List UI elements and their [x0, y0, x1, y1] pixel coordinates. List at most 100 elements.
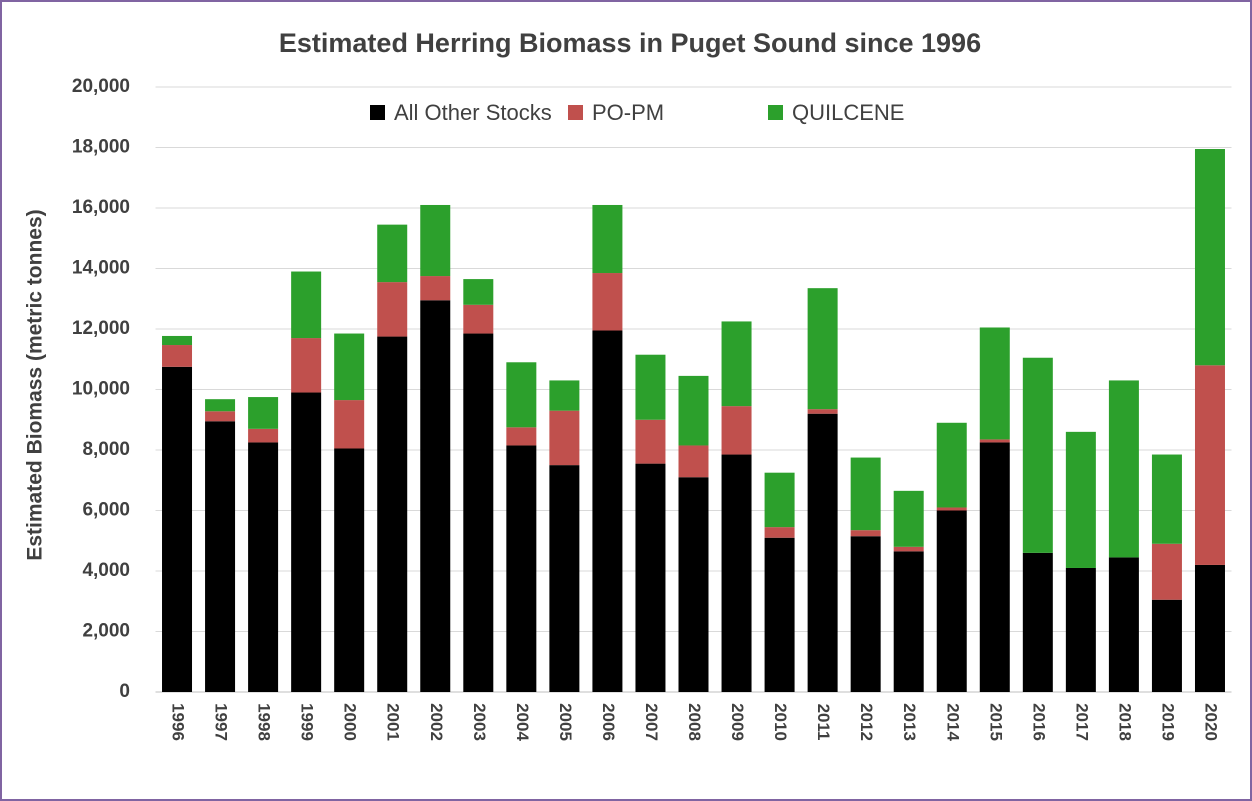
- y-tick-label: 20,000: [72, 76, 130, 97]
- bar-segment: [979, 439, 1010, 443]
- x-tick-label: 2017: [1072, 703, 1091, 741]
- bar-segment: [506, 445, 537, 692]
- x-tick-label: 2007: [642, 703, 661, 741]
- bar-segment: [506, 362, 537, 428]
- bar-segment: [936, 422, 967, 508]
- x-tick-label: 2013: [900, 703, 919, 741]
- bar-segment: [1108, 557, 1139, 692]
- x-tick-label: 2003: [470, 703, 489, 741]
- x-tick-label: 2014: [943, 703, 962, 741]
- x-tick-label: 2000: [341, 703, 360, 741]
- bar-segment: [1151, 543, 1182, 600]
- legend-swatch: [370, 105, 385, 120]
- y-tick-label: 18,000: [72, 137, 130, 158]
- bar-segment: [463, 304, 494, 334]
- x-tick-label: 2010: [771, 703, 790, 741]
- x-tick-label: 2008: [685, 703, 704, 741]
- bar-segment: [764, 472, 795, 528]
- bar-segment: [592, 273, 623, 331]
- bar-segment: [807, 413, 838, 692]
- bar-segment: [248, 428, 279, 443]
- bar-segment: [549, 410, 580, 466]
- bar-segment: [1194, 365, 1225, 565]
- bar-segment: [850, 530, 881, 537]
- bar-segment: [1022, 357, 1053, 553]
- x-tick-label: 2006: [599, 703, 618, 741]
- bar-segment: [807, 288, 838, 410]
- bar-segment: [1194, 564, 1225, 692]
- x-tick-label: 2002: [427, 703, 446, 741]
- y-tick-label: 4,000: [82, 560, 130, 581]
- bar-segment: [764, 527, 795, 538]
- bar-segment: [807, 409, 838, 414]
- y-tick-label: 16,000: [72, 197, 130, 218]
- bar-segment: [893, 546, 924, 552]
- bar-segment: [1065, 567, 1096, 692]
- bar-segment: [291, 271, 322, 339]
- x-tick-label: 2015: [986, 703, 1005, 741]
- bar-segment: [635, 354, 666, 420]
- bar-segment: [463, 333, 494, 692]
- bar-segment: [334, 333, 365, 401]
- x-tick-label: 1996: [169, 703, 188, 741]
- bar-segment: [1022, 552, 1053, 692]
- legend-swatch: [568, 105, 583, 120]
- bar-segment: [936, 510, 967, 692]
- legend-label: All Other Stocks: [394, 100, 552, 125]
- bar-segment: [291, 392, 322, 692]
- bar-segment: [377, 224, 408, 283]
- bar-segment: [463, 279, 494, 305]
- bar-segment: [592, 204, 623, 274]
- y-tick-label: 2,000: [82, 621, 130, 642]
- x-tick-label: 2001: [384, 703, 403, 741]
- bar-segment: [678, 477, 709, 692]
- bar-segment: [936, 507, 967, 511]
- bar-segment: [248, 397, 279, 429]
- y-tick-label: 8,000: [82, 439, 130, 460]
- bar-segment: [377, 282, 408, 337]
- x-tick-label: 2011: [814, 704, 833, 741]
- x-tick-label: 2004: [513, 703, 532, 741]
- legend-label: QUILCENE: [792, 100, 904, 125]
- bar-segment: [334, 400, 365, 449]
- bar-segment: [377, 336, 408, 692]
- bar-segment: [893, 490, 924, 547]
- bar-segment: [205, 421, 236, 692]
- bar-segment: [549, 465, 580, 692]
- x-tick-label: 2009: [728, 703, 747, 741]
- bar-segment: [205, 399, 236, 412]
- y-axis-label: Estimated Biomass (metric tonnes): [24, 209, 47, 560]
- bar-segment: [678, 445, 709, 478]
- bar-segment: [764, 537, 795, 692]
- x-tick-label: 2019: [1158, 703, 1177, 741]
- bar-segment: [1065, 431, 1096, 568]
- bar-segment: [334, 448, 365, 692]
- y-tick-label: 14,000: [72, 258, 130, 279]
- bar-segment: [420, 276, 451, 301]
- legend-swatch: [768, 105, 783, 120]
- bar-segment: [1194, 149, 1225, 366]
- x-tick-label: 1997: [212, 703, 231, 741]
- bar-segment: [162, 366, 193, 692]
- x-tick-label: 2018: [1115, 703, 1134, 741]
- bar-segment: [420, 204, 451, 277]
- y-tick-label: 10,000: [72, 379, 130, 400]
- bar-segment: [635, 463, 666, 692]
- bar-segment: [205, 411, 236, 422]
- bar-segment: [850, 457, 881, 531]
- x-tick-label: 2020: [1201, 703, 1220, 741]
- bar-segment: [635, 419, 666, 464]
- bar-segment: [592, 330, 623, 692]
- bar-segment: [979, 442, 1010, 692]
- bar-segment: [721, 454, 752, 692]
- x-tick-label: 2005: [556, 703, 575, 741]
- bar-segment: [850, 536, 881, 692]
- bar-segment: [420, 300, 451, 692]
- bar-segment: [549, 380, 580, 411]
- bar-segment: [678, 375, 709, 446]
- y-tick-label: 6,000: [82, 500, 130, 521]
- y-tick-label: 0: [119, 681, 130, 702]
- bar-segment: [248, 442, 279, 692]
